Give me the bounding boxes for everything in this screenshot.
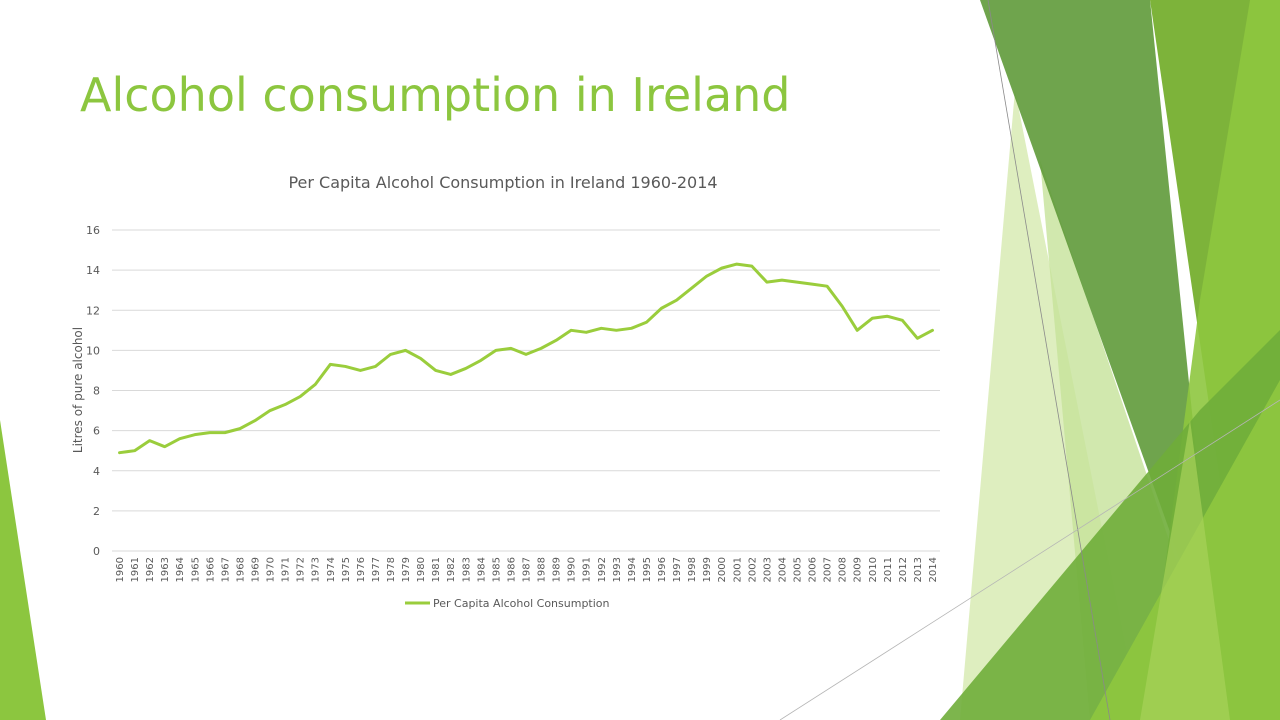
x-tick-label: 1998 <box>687 557 698 582</box>
x-tick-label: 2004 <box>777 557 788 582</box>
x-tick-label: 1962 <box>145 557 156 582</box>
x-tick-label: 2003 <box>762 557 773 582</box>
x-tick-label: 2000 <box>717 557 728 582</box>
x-tick-label: 2006 <box>808 557 819 582</box>
legend-label: Per Capita Alcohol Consumption <box>433 597 610 610</box>
x-tick-label: 2001 <box>732 557 743 582</box>
x-tick-label: 1984 <box>476 557 487 582</box>
x-tick-label: 1992 <box>597 557 608 582</box>
x-tick-label: 1960 <box>115 557 126 582</box>
y-tick-label: 16 <box>86 224 100 237</box>
x-tick-label: 1972 <box>296 557 307 582</box>
right-accent-dark <box>980 0 1205 560</box>
x-tick-label: 1989 <box>552 557 563 582</box>
slide-title: Alcohol consumption in Ireland <box>80 68 791 122</box>
y-axis-label: Litres of pure alcohol <box>71 327 85 453</box>
thin-line-1 <box>987 0 1111 720</box>
x-tick-label: 1964 <box>175 557 186 582</box>
x-tick-label: 1980 <box>416 557 427 582</box>
chart-title: Per Capita Alcohol Consumption in Irelan… <box>288 173 717 192</box>
x-tick-label: 1974 <box>326 557 337 582</box>
x-tick-label: 1971 <box>281 557 292 582</box>
x-tick-label: 1970 <box>266 557 277 582</box>
x-tick-label: 1982 <box>446 557 457 582</box>
x-tick-label: 2005 <box>792 557 803 582</box>
x-tick-label: 1965 <box>190 557 201 582</box>
x-tick-label: 2012 <box>898 557 909 582</box>
x-tick-label: 2014 <box>928 557 939 582</box>
y-tick-label: 10 <box>86 344 100 357</box>
x-tick-label: 1981 <box>431 557 442 582</box>
x-tick-labels: 1960 1961 1962 1963 1964 1965 1966 1967 1968 1969… <box>115 557 939 582</box>
x-tick-label: 1966 <box>205 557 216 582</box>
thin-line-2 <box>779 399 1280 720</box>
x-tick-label: 1997 <box>672 557 683 582</box>
x-tick-label: 2007 <box>823 557 834 582</box>
y-tick-label: 4 <box>93 465 100 478</box>
y-tick-label: 6 <box>93 425 100 438</box>
x-tick-label: 1978 <box>386 557 397 582</box>
x-tick-label: 1968 <box>235 557 246 582</box>
x-tick-label: 1986 <box>506 557 517 582</box>
x-tick-label: 1987 <box>522 557 533 582</box>
x-tick-label: 1976 <box>356 557 367 582</box>
y-tick-label: 2 <box>93 505 100 518</box>
x-tick-label: 2009 <box>853 557 864 582</box>
series-group <box>118 262 934 455</box>
x-tick-label: 1990 <box>567 557 578 582</box>
y-tick-label: 12 <box>86 304 100 317</box>
x-tick-label: 2002 <box>747 557 758 582</box>
x-tick-label: 1963 <box>160 557 171 582</box>
x-tick-label: 1975 <box>341 557 352 582</box>
x-tick-label: 1967 <box>220 557 231 582</box>
y-tick-labels: 0 2 4 6 8 10 12 14 16 <box>86 224 100 558</box>
x-tick-label: 1993 <box>612 557 623 582</box>
x-tick-label: 2011 <box>883 557 894 582</box>
x-tick-label: 1973 <box>311 557 322 582</box>
x-tick-label: 1985 <box>491 557 502 582</box>
x-tick-label: 1999 <box>702 557 713 582</box>
x-tick-label: 2008 <box>838 557 849 582</box>
x-tick-label: 1996 <box>657 557 668 582</box>
x-tick-label: 1977 <box>371 557 382 582</box>
y-tick-label: 8 <box>93 385 100 398</box>
x-tick-label: 2010 <box>868 557 879 582</box>
x-tick-label: 1991 <box>582 557 593 582</box>
x-tick-label: 1979 <box>401 557 412 582</box>
x-tick-label: 1983 <box>461 557 472 582</box>
bottom-accent-3 <box>1140 420 1230 720</box>
x-tick-label: 2013 <box>913 557 924 582</box>
left-accent-shape <box>0 420 46 720</box>
y-tick-label: 14 <box>86 264 100 277</box>
legend: Per Capita Alcohol Consumption <box>405 597 610 610</box>
series-line-0 <box>118 262 934 455</box>
x-tick-label: 1995 <box>642 557 653 582</box>
x-tick-label: 1961 <box>130 557 141 582</box>
x-tick-label: 1969 <box>251 557 262 582</box>
x-tick-label: 1988 <box>537 557 548 582</box>
y-tick-label: 0 <box>93 545 100 558</box>
gridlines <box>112 229 940 552</box>
x-tick-label: 1994 <box>627 557 638 582</box>
